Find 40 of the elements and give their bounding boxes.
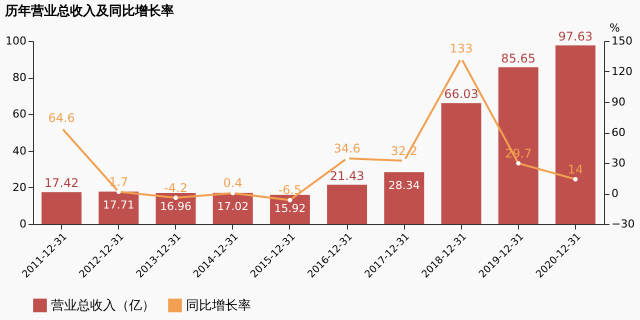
- y2-tick-label: 60: [612, 126, 626, 139]
- data-label: 17.42: [44, 176, 79, 190]
- bar: [42, 192, 82, 224]
- y2-tick-label: −30: [612, 218, 635, 230]
- y-tick-label: 100: [6, 34, 26, 48]
- y-tick-label: 60: [12, 108, 26, 121]
- data-label: -4.2: [164, 180, 188, 195]
- y2-tick-label: 150: [612, 34, 632, 48]
- data-label: 28.34: [388, 179, 420, 192]
- y-tick-label: 80: [12, 71, 26, 84]
- bar: [98, 192, 139, 224]
- data-label: 14: [568, 162, 584, 176]
- data-label: 66.03: [444, 87, 478, 102]
- bar: [498, 67, 538, 224]
- data-label: 17.02: [217, 200, 249, 213]
- data-label: 133: [450, 41, 473, 56]
- data-label: 0.4: [223, 176, 242, 190]
- y2-axis-title: %: [610, 22, 620, 34]
- data-label: 97.63: [558, 29, 593, 44]
- legend-label: 营业总收入（亿）: [51, 298, 155, 314]
- data-label: 17.71: [102, 198, 134, 212]
- data-label: 85.65: [501, 51, 536, 66]
- data-label: 15.92: [274, 202, 306, 215]
- data-label: 21.43: [330, 168, 364, 183]
- y-tick-label: 0: [20, 218, 26, 230]
- data-label: 34.6: [334, 141, 360, 156]
- y-tick-label: 40: [12, 144, 26, 158]
- y2-tick-label: 120: [612, 65, 632, 78]
- bar: [384, 172, 424, 224]
- y2-tick-label: 90: [612, 96, 626, 108]
- y2-tick-label: 0: [612, 187, 618, 200]
- bar: [555, 45, 596, 224]
- legend-label: 同比增长率: [186, 297, 251, 314]
- bar: [441, 103, 482, 224]
- chart-title: 历年营业总收入及同比增长率: [4, 3, 174, 19]
- data-label: 16.96: [160, 200, 192, 213]
- y-tick-label: 20: [12, 180, 26, 194]
- bar: [327, 184, 368, 224]
- y2-tick-label: 30: [612, 156, 626, 170]
- data-label: 64.6: [48, 110, 75, 125]
